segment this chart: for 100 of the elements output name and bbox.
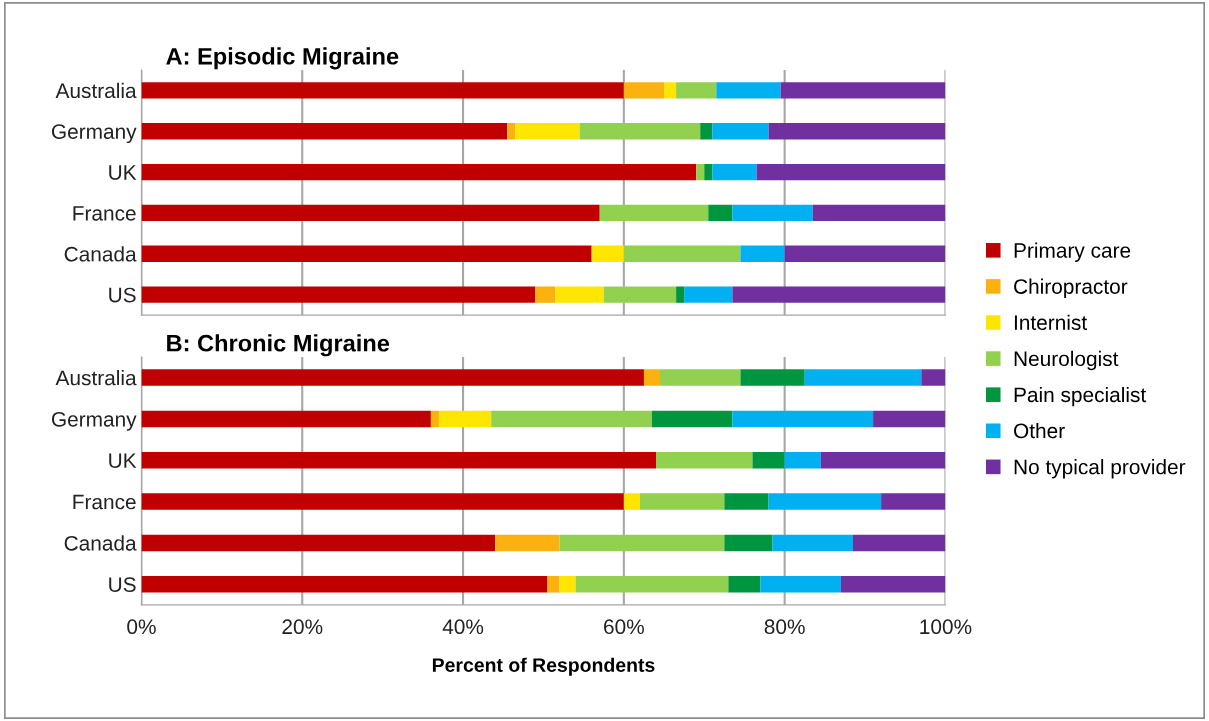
bar [141,82,624,99]
bar [684,286,733,303]
y-tick-label: UK [109,165,137,180]
bar [716,82,781,99]
bar [676,286,685,303]
bar [141,575,548,593]
bar [603,286,677,303]
bar [430,410,439,428]
y-tick-label: Canada [64,535,137,551]
legend-label: Chiropractor [1014,278,1128,299]
bar [660,369,741,386]
bar [141,369,644,386]
legend-label: Internist [1014,314,1087,331]
bar [591,245,624,262]
bar [535,286,556,303]
bar [873,410,946,428]
bar [559,534,725,552]
bar [141,534,496,552]
bar [507,123,516,140]
bar [599,204,709,222]
bar [515,123,580,140]
bar [700,123,713,140]
bar [141,286,536,303]
bar [559,575,576,593]
bar [760,575,841,593]
bar [623,245,741,262]
x-tick-label: 100% [920,619,972,635]
x-tick-label: 80% [764,619,805,635]
bar [732,286,946,303]
y-tick-label: Germany [51,411,137,431]
bar [768,123,946,140]
bar [575,575,729,593]
bar [820,451,946,469]
bar [804,369,922,386]
legend-label: Neurologist [1014,350,1119,371]
bar [768,493,882,510]
y-tick-label: US [109,287,136,303]
bar [724,493,769,510]
bar [921,369,946,386]
bar [639,493,725,510]
bar [696,163,705,181]
legend-label: Primary care [1014,242,1131,262]
bar [141,123,508,140]
bar [780,82,946,99]
legend-label: No typical provider [1014,459,1186,479]
bar [728,575,761,593]
bar [732,204,813,222]
bar [141,451,656,469]
legend-label: Pain specialist [1014,386,1147,407]
bar [623,82,665,99]
x-tick-label: 60% [604,619,644,635]
bar [491,410,652,428]
y-tick-label: Germany [51,124,137,144]
bar [752,451,785,469]
bar [724,534,773,552]
y-tick-label: France [73,206,136,221]
bar [784,451,821,469]
bar [141,163,697,181]
bar [555,286,604,303]
y-tick-label: Australia [55,82,137,99]
bar [438,410,492,428]
chart-title: A: Episodic Migraine [166,47,399,70]
bar [651,410,733,428]
bar [579,123,701,140]
bar [141,245,592,262]
bar [664,82,677,99]
bar [656,451,753,469]
bar [772,534,853,552]
bar [676,82,717,99]
bar [732,410,874,428]
bar [495,534,560,552]
chart-title: B: Chronic Migraine [167,334,390,357]
bar [141,204,600,222]
bar [712,163,757,181]
bar [623,493,640,510]
bar [643,369,661,386]
x-axis-title: Percent of Respondents [432,657,655,676]
bar [740,369,805,386]
bar [756,163,946,181]
bar [141,410,431,428]
bar [812,204,946,222]
legend-label: Other [1014,422,1065,439]
y-tick-label: UK [109,453,137,468]
y-tick-label: France [73,494,136,510]
bar [784,245,946,262]
bar [740,245,785,262]
x-tick-label: 0% [127,619,156,635]
y-tick-label: Canada [64,246,137,262]
x-tick-label: 40% [442,619,484,635]
bar [547,575,560,593]
bar [141,493,624,510]
x-tick-label: 20% [282,619,323,635]
y-tick-label: US [109,577,136,592]
bar [840,575,946,593]
y-tick-label: Australia [55,370,137,386]
bar [881,493,946,510]
bar [712,123,769,140]
bar [852,534,946,552]
bar [704,163,713,181]
bar [708,204,733,222]
